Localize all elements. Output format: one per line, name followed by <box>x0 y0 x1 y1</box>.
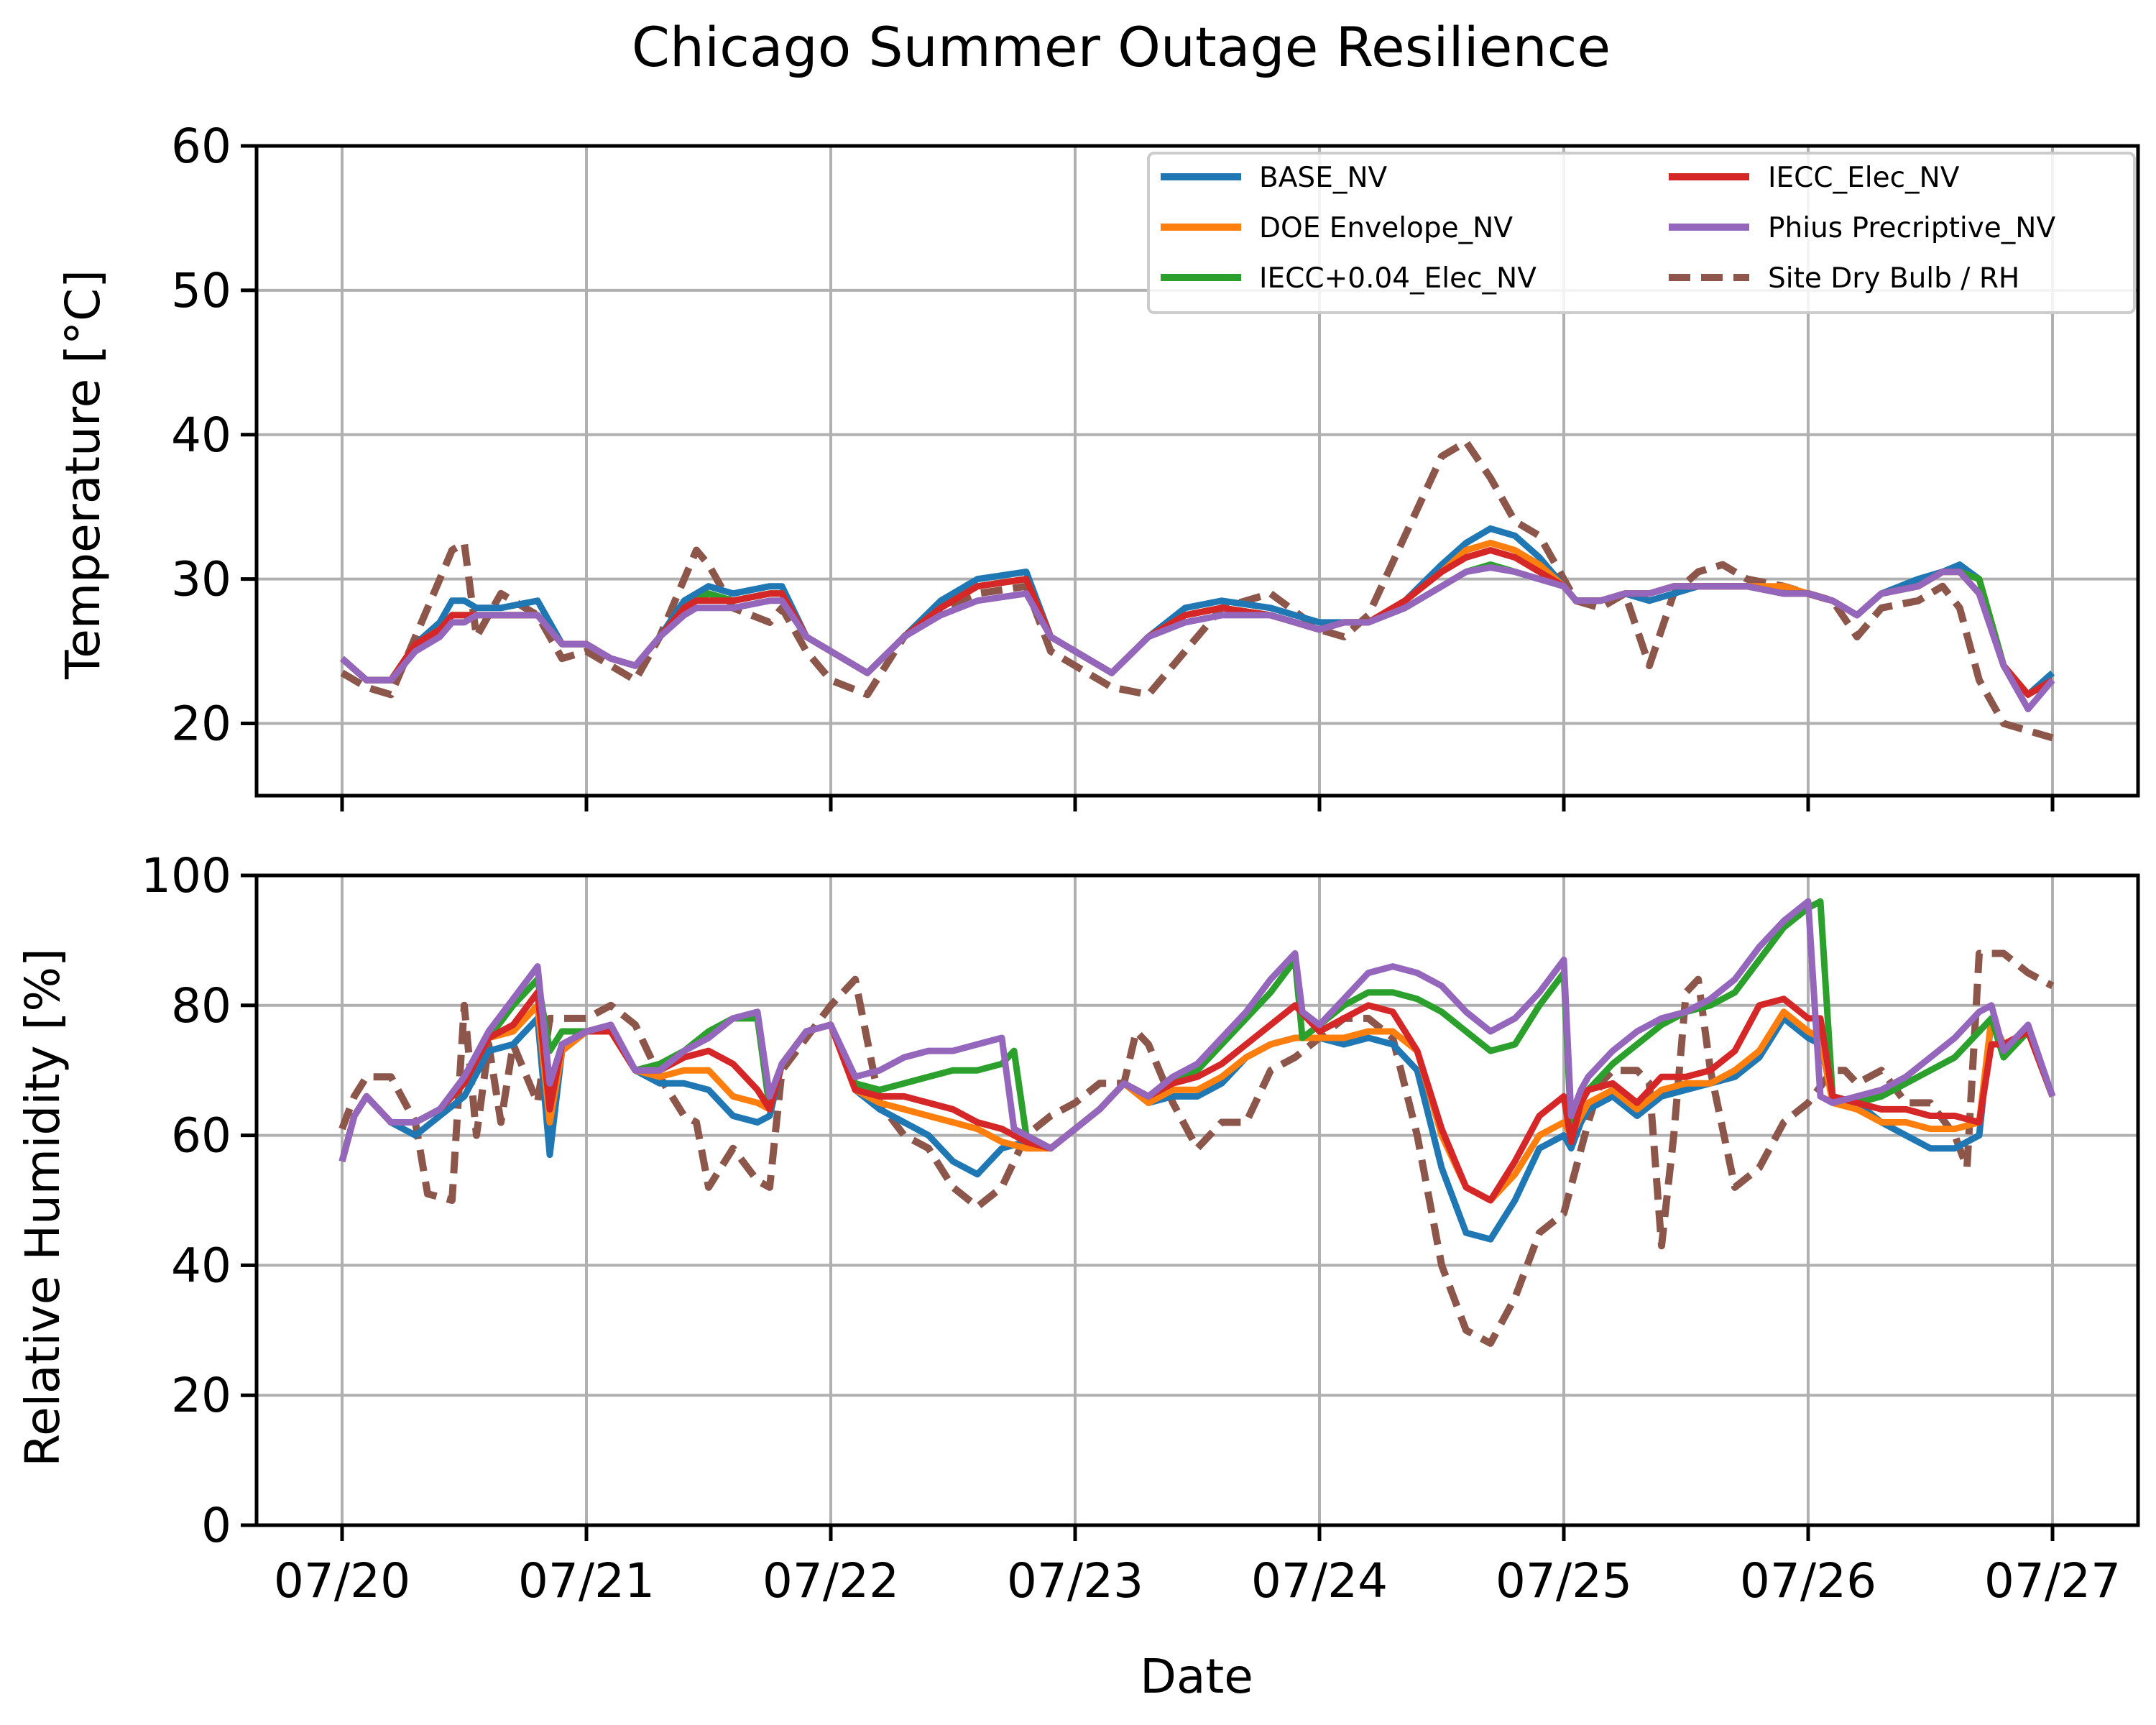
legend-label-doe-envelope-nv: DOE Envelope_NV <box>1259 212 1513 244</box>
y-tick-label: 60 <box>171 119 231 174</box>
legend-label-iecc-0-04-elec-nv: IECC+0.04_Elec_NV <box>1259 262 1537 295</box>
x-tick-label: 07/27 <box>1984 1553 2121 1609</box>
x-tick-label: 07/23 <box>1007 1553 1143 1609</box>
series-line-site-dry-bulb-rh <box>338 949 2055 1347</box>
series-group <box>340 438 2055 742</box>
x-axis-label: Date <box>1140 1649 1253 1704</box>
series-line-iecc-0-04-elec-nv <box>340 561 2055 698</box>
x-tick-label: 07/22 <box>763 1553 899 1609</box>
y-tick-label: 20 <box>171 1368 231 1423</box>
legend-label-phius-precriptive-nv: Phius Precriptive_NV <box>1768 212 2055 244</box>
legend-label-iecc-elec-nv: IECC_Elec_NV <box>1768 162 1960 194</box>
y-tick-label: 30 <box>171 552 231 607</box>
plot-frame <box>254 873 2140 1527</box>
chart-title: Chicago Summer Outage Resilience <box>632 15 1611 79</box>
y-tick-label: 0 <box>201 1498 231 1553</box>
humidity-axis-label: Relative Humidity [%] <box>15 948 70 1467</box>
y-tick-label: 80 <box>171 978 231 1034</box>
y-tick-label: 40 <box>171 408 231 463</box>
plot-frame <box>254 144 2140 798</box>
y-tick-label: 60 <box>171 1108 231 1164</box>
series-line-phius-precriptive-nv <box>340 564 2055 712</box>
legend-label-base-nv: BASE_NV <box>1259 162 1388 194</box>
x-tick-label: 07/24 <box>1251 1553 1388 1609</box>
series-line-phius-precriptive-nv <box>338 898 2056 1162</box>
x-tick-label: 07/25 <box>1496 1553 1632 1609</box>
y-tick-label: 100 <box>141 848 231 903</box>
legend-label-site-dry-bulb-rh: Site Dry Bulb / RH <box>1768 262 2019 295</box>
y-tick-label: 20 <box>171 696 231 752</box>
x-tick-label: 07/26 <box>1740 1553 1876 1609</box>
legend-frame <box>1147 152 2136 314</box>
series-group <box>338 898 2056 1347</box>
x-tick-label: 07/20 <box>274 1553 410 1609</box>
series-line-iecc-elec-nv <box>338 989 2056 1204</box>
chart-legend: BASE_NV DOE Envelope_NV IECC+0.04_Elec_NV I… <box>1147 152 2136 314</box>
y-tick-label: 50 <box>171 263 231 318</box>
humidity-panel: 0 20 40 60 80 100 07/20 07/21 07/22 07/23 07/24 07/… <box>141 848 2140 1609</box>
y-tick-label: 40 <box>171 1238 231 1293</box>
x-tick-label: 07/21 <box>518 1553 655 1609</box>
temperature-axis-label: Temperature [°C] <box>55 270 111 680</box>
series-line-base-nv <box>338 1015 2056 1243</box>
